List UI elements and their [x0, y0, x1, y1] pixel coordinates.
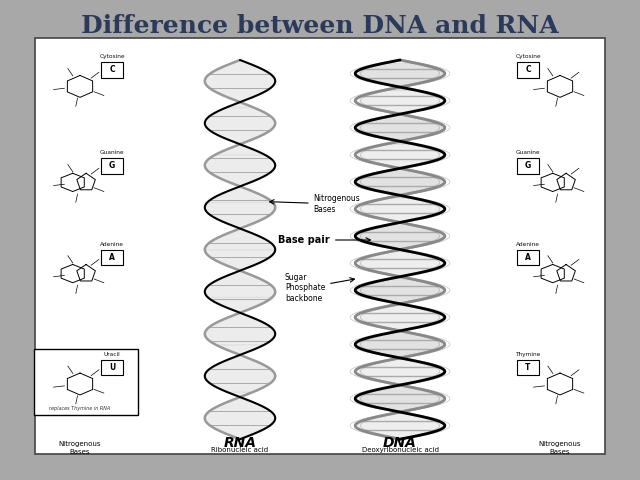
Text: Cytosine: Cytosine: [515, 54, 541, 60]
FancyBboxPatch shape: [517, 158, 539, 174]
Text: Difference between DNA and RNA: Difference between DNA and RNA: [81, 14, 559, 38]
Text: Thymine: Thymine: [515, 352, 541, 357]
Text: RNA: RNA: [223, 436, 257, 450]
Text: C: C: [525, 65, 531, 74]
FancyBboxPatch shape: [101, 250, 123, 265]
Text: C: C: [109, 65, 115, 74]
Text: Guanine: Guanine: [516, 150, 540, 156]
Text: Ribonucleic acid: Ribonucleic acid: [211, 447, 269, 453]
Text: Guanine: Guanine: [100, 150, 124, 156]
Text: U: U: [109, 363, 115, 372]
Text: A: A: [525, 252, 531, 262]
Text: Sugar
Phosphate
backbone: Sugar Phosphate backbone: [285, 273, 355, 303]
Text: Nitrogenous
Bases: Nitrogenous Bases: [269, 194, 360, 214]
FancyBboxPatch shape: [34, 349, 138, 415]
FancyBboxPatch shape: [517, 360, 539, 375]
Text: G: G: [109, 161, 115, 170]
FancyBboxPatch shape: [517, 62, 539, 78]
Text: T: T: [525, 363, 531, 372]
Text: Cytosine: Cytosine: [99, 54, 125, 60]
FancyBboxPatch shape: [101, 360, 123, 375]
Text: Adenine: Adenine: [100, 241, 124, 247]
Text: A: A: [109, 252, 115, 262]
Text: replaces Thymine in RNA: replaces Thymine in RNA: [49, 406, 111, 410]
FancyBboxPatch shape: [101, 62, 123, 78]
Text: DNA: DNA: [383, 436, 417, 450]
Text: Base pair: Base pair: [278, 235, 371, 245]
Text: Nitrogenous
Bases: Nitrogenous Bases: [59, 441, 101, 455]
Text: Adenine: Adenine: [516, 241, 540, 247]
FancyBboxPatch shape: [517, 250, 539, 265]
Text: Deoxyribonucleic acid: Deoxyribonucleic acid: [362, 447, 438, 453]
FancyBboxPatch shape: [35, 38, 605, 454]
Text: Nitrogenous
Bases: Nitrogenous Bases: [539, 441, 581, 455]
Text: Uracil: Uracil: [104, 352, 120, 357]
Text: G: G: [525, 161, 531, 170]
FancyBboxPatch shape: [101, 158, 123, 174]
